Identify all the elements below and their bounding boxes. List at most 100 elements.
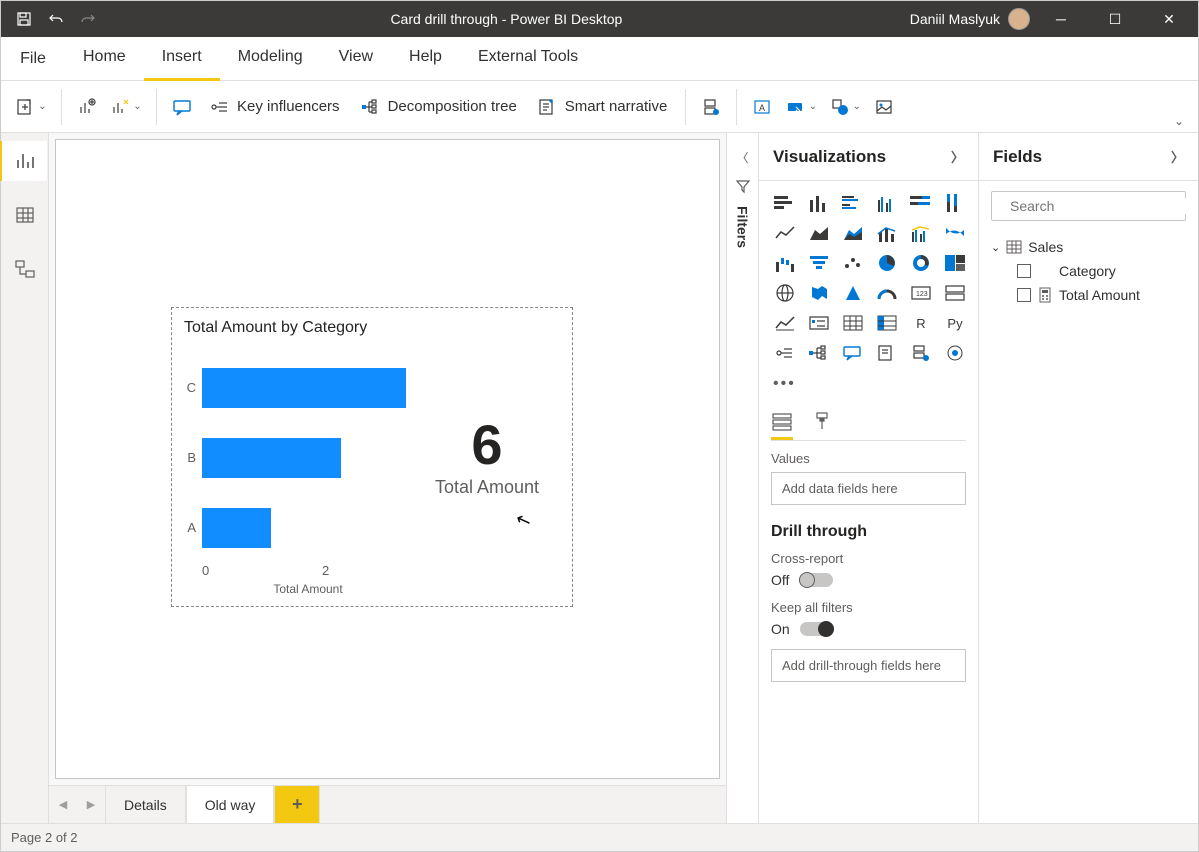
ribbon: Key influencers Decomposition tree Smart…	[1, 81, 1198, 133]
tab-home[interactable]: Home	[65, 37, 144, 81]
azure-map-icon[interactable]	[839, 281, 867, 305]
slicer-icon[interactable]	[805, 311, 833, 335]
kpi-icon[interactable]	[771, 311, 799, 335]
values-label: Values	[771, 451, 966, 466]
donut-icon[interactable]	[907, 251, 935, 275]
save-icon[interactable]	[9, 4, 39, 34]
r-visual-icon[interactable]: R	[907, 311, 935, 335]
stacked-area-icon[interactable]	[839, 221, 867, 245]
collapse-fields-icon[interactable]: 〉	[1171, 147, 1184, 166]
page-tab-details[interactable]: Details	[105, 786, 186, 823]
multi-row-card-icon[interactable]	[941, 281, 969, 305]
values-well[interactable]: Add data fields here	[771, 472, 966, 505]
filters-pane-collapsed[interactable]: 〈 Filters	[726, 133, 758, 823]
tab-insert[interactable]: Insert	[144, 37, 220, 81]
clustered-bar-icon[interactable]	[839, 191, 867, 215]
qa-viz-icon[interactable]	[839, 341, 867, 365]
table-icon[interactable]	[839, 311, 867, 335]
data-view-button[interactable]	[5, 195, 45, 235]
fields-search[interactable]	[991, 191, 1186, 221]
undo-icon[interactable]	[41, 4, 71, 34]
visual-container[interactable]: Total Amount by Category C B A 0 2 Total…	[171, 307, 573, 607]
shapes-button[interactable]	[823, 85, 867, 129]
line-clustered-column-icon[interactable]	[907, 221, 935, 245]
paginated-report-button[interactable]	[694, 85, 728, 129]
line-chart-icon[interactable]	[771, 221, 799, 245]
treemap-icon[interactable]	[941, 251, 969, 275]
cross-report-toggle[interactable]	[799, 573, 833, 587]
table-sales[interactable]: ⌄ Sales	[991, 235, 1186, 259]
smart-narrative-viz-icon[interactable]	[873, 341, 901, 365]
key-influencers-button[interactable]: Key influencers	[199, 85, 350, 129]
collapse-viz-icon[interactable]: 〉	[951, 147, 964, 166]
report-view-button[interactable]	[0, 141, 47, 181]
matrix-icon[interactable]	[873, 311, 901, 335]
card-icon[interactable]: 123	[907, 281, 935, 305]
format-tab[interactable]	[811, 411, 833, 440]
filled-map-icon[interactable]	[805, 281, 833, 305]
tab-help[interactable]: Help	[391, 37, 460, 81]
avatar[interactable]	[1008, 8, 1030, 30]
map-icon[interactable]	[771, 281, 799, 305]
area-chart-icon[interactable]	[805, 221, 833, 245]
gauge-icon[interactable]	[873, 281, 901, 305]
more-visuals-icon[interactable]: •••	[771, 371, 966, 397]
hundred-stacked-bar-icon[interactable]	[907, 191, 935, 215]
py-visual-icon[interactable]: Py	[941, 311, 969, 335]
waterfall-icon[interactable]	[771, 251, 799, 275]
checkbox[interactable]	[1017, 288, 1031, 302]
viz-gallery: 123 R Py	[771, 191, 966, 365]
maximize-button[interactable]: ☐	[1092, 1, 1138, 37]
key-influencers-viz-icon[interactable]	[771, 341, 799, 365]
image-button[interactable]	[867, 85, 901, 129]
report-canvas[interactable]: Total Amount by Category C B A 0 2 Total…	[55, 139, 720, 779]
arcgis-icon[interactable]	[941, 341, 969, 365]
field-category[interactable]: Category	[991, 259, 1186, 283]
redo-icon[interactable]	[73, 4, 103, 34]
stacked-bar-icon[interactable]	[771, 191, 799, 215]
paginated-viz-icon[interactable]	[907, 341, 935, 365]
chart-title: Total Amount by Category	[184, 318, 414, 339]
buttons-button[interactable]	[779, 85, 823, 129]
more-visuals-button[interactable]	[104, 85, 148, 129]
checkbox[interactable]	[1017, 264, 1031, 278]
drill-through-well[interactable]: Add drill-through fields here	[771, 649, 966, 682]
new-page-tab[interactable]: +	[274, 786, 320, 823]
new-visual-button[interactable]	[70, 85, 104, 129]
collapse-ribbon-icon[interactable]: ⌄	[1174, 114, 1190, 132]
qa-visual-button[interactable]	[165, 85, 199, 129]
page-next-button[interactable]: ▶	[77, 786, 105, 823]
minimize-button[interactable]: ─	[1038, 1, 1084, 37]
new-page-button[interactable]	[9, 85, 53, 129]
close-button[interactable]: ✕	[1146, 1, 1192, 37]
funnel-icon[interactable]	[805, 251, 833, 275]
clustered-column-icon[interactable]	[873, 191, 901, 215]
tab-modeling[interactable]: Modeling	[220, 37, 321, 81]
tab-external-tools[interactable]: External Tools	[460, 37, 596, 81]
file-tab[interactable]: File	[1, 40, 65, 78]
expand-filters-icon[interactable]: 〈	[736, 149, 748, 166]
model-view-button[interactable]	[5, 249, 45, 289]
page-indicator: Page 2 of 2	[11, 830, 78, 845]
text-box-button[interactable]: A	[745, 85, 779, 129]
keep-filters-toggle[interactable]	[800, 622, 834, 636]
field-total-amount[interactable]: Total Amount	[991, 283, 1186, 307]
decomposition-tree-viz-icon[interactable]	[805, 341, 833, 365]
bar-label: A	[184, 520, 202, 535]
stacked-column-icon[interactable]	[805, 191, 833, 215]
page-tab-oldway[interactable]: Old way	[186, 786, 275, 823]
search-input[interactable]	[1010, 198, 1191, 214]
smart-narrative-button[interactable]: Smart narrative	[527, 85, 678, 129]
bar-label: C	[184, 380, 202, 395]
tab-view[interactable]: View	[321, 37, 391, 81]
user-name[interactable]: Daniil Maslyuk	[910, 11, 1000, 27]
calculator-icon	[1037, 287, 1053, 303]
decomposition-tree-button[interactable]: Decomposition tree	[350, 85, 527, 129]
fields-values-tab[interactable]	[771, 411, 793, 440]
pie-icon[interactable]	[873, 251, 901, 275]
line-stacked-column-icon[interactable]	[873, 221, 901, 245]
ribbon-chart-icon[interactable]	[941, 221, 969, 245]
scatter-icon[interactable]	[839, 251, 867, 275]
page-prev-button[interactable]: ◀	[49, 786, 77, 823]
hundred-stacked-column-icon[interactable]	[941, 191, 969, 215]
